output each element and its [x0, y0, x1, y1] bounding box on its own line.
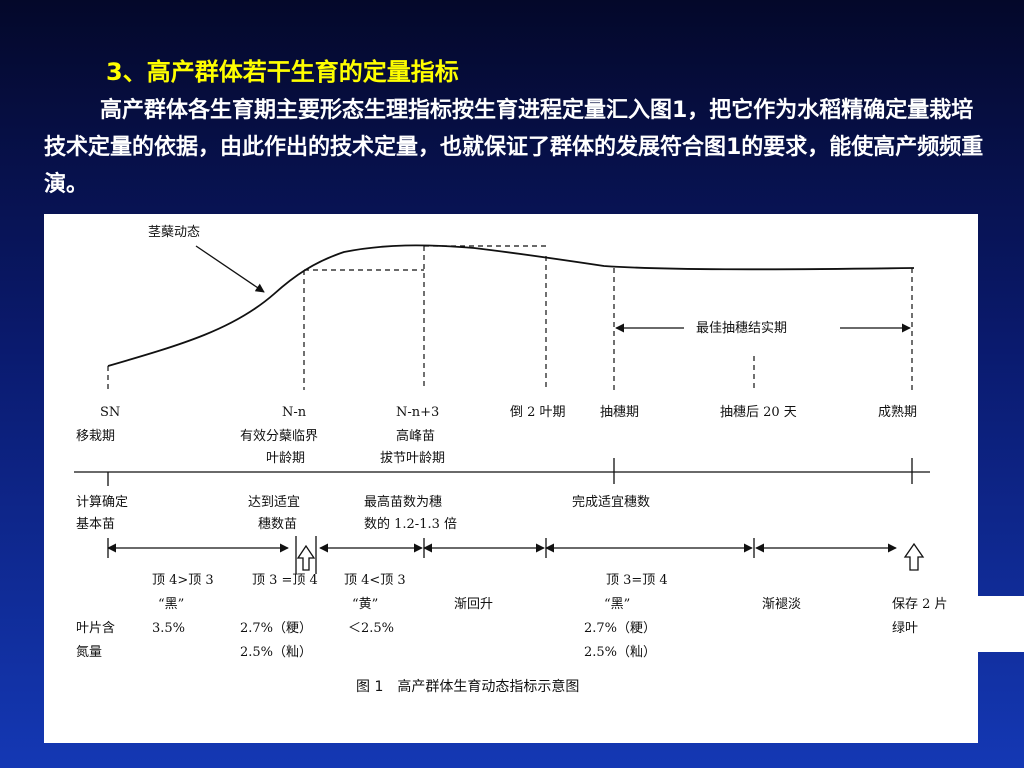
diagram-graphics — [74, 244, 930, 574]
leaf-baocun-2: 绿叶 — [892, 621, 919, 636]
hollow-up-arrow-2 — [903, 542, 925, 571]
stage-chengshu: 成熟期 — [878, 405, 918, 420]
leaf-baocun-1: 保存 2 片 — [892, 597, 948, 612]
leaf-huang: “黄” — [352, 597, 379, 612]
leaf-color-1: 顶 4>顶 3 — [152, 573, 214, 588]
nitrogen-v1: 3.5% — [152, 621, 186, 636]
target-zuigao-2: 数的 1.2-1.3 倍 — [364, 517, 458, 532]
stage-nn3: N-n+3 — [396, 405, 440, 420]
nitrogen-v2b: 2.5%（籼） — [240, 645, 313, 660]
target-wancheng: 完成适宜穗数 — [572, 495, 651, 510]
target-jisuan-2: 基本苗 — [76, 517, 116, 532]
nitrogen-v4a: 2.7%（粳） — [584, 621, 657, 636]
stage-sub-gaofeng-2: 拔节叶龄期 — [380, 451, 446, 466]
stage-sub-youxiao-2: 叶龄期 — [266, 451, 306, 466]
leaf-color-2: 顶 3 =顶 4 — [252, 573, 318, 588]
nitrogen-label-1: 叶片含 — [76, 621, 116, 636]
leaf-hei-1: “黑” — [158, 597, 185, 612]
target-zuigao-1: 最高苗数为穗 — [364, 495, 443, 510]
leaf-jiantuidan: 渐褪淡 — [762, 597, 802, 612]
nitrogen-v2a: 2.7%（粳） — [240, 621, 313, 636]
timeline-ticks — [107, 458, 913, 486]
best-period-label: 最佳抽穗结实期 — [696, 321, 788, 336]
tiller-curve — [107, 244, 915, 367]
target-jisuan-1: 计算确定 — [76, 495, 129, 510]
stage-sn: SN — [100, 405, 121, 420]
curve-pointer-line — [195, 245, 265, 293]
stage-nn: N-n — [282, 405, 307, 420]
stage-after20: 抽穗后 20 天 — [720, 405, 797, 420]
leaf-jianhuisheng: 渐回升 — [454, 597, 494, 612]
target-dadao-2: 穗数苗 — [258, 517, 298, 532]
slide-title: 3、高产群体若干生育的定量指标 — [106, 58, 459, 86]
leaf-color-4: 顶 3=顶 4 — [606, 573, 668, 588]
nitrogen-v3: ＜2.5% — [348, 621, 395, 636]
nitrogen-v4b: 2.5%（籼） — [584, 645, 657, 660]
stage-sub-youxiao-1: 有效分蘖临界 — [240, 429, 319, 444]
figure-caption: 图 1 高产群体生育动态指标示意图 — [356, 679, 580, 695]
stage-sub-gaofeng-1: 高峰苗 — [396, 429, 436, 444]
stage-dao2: 倒 2 叶期 — [510, 405, 566, 420]
panel-side-extension — [978, 596, 1024, 652]
leaf-color-3: 顶 4<顶 3 — [344, 573, 406, 588]
segment-dividers — [107, 536, 755, 574]
curve-label: 茎蘖动态 — [148, 225, 201, 240]
target-dadao-1: 达到适宜 — [248, 495, 301, 510]
stage-sub-yizai: 移栽期 — [76, 429, 116, 444]
stage-dashed-lines — [107, 245, 913, 390]
paragraph-text: 高产群体各生育期主要形态生理指标按生育进程定量汇入图1，把它作为水稻精确定量栽培… — [44, 98, 984, 197]
hollow-up-arrow-1 — [296, 544, 316, 571]
slide-paragraph: 高产群体各生育期主要形态生理指标按生育进程定量汇入图1，把它作为水稻精确定量栽培… — [44, 92, 984, 203]
nitrogen-label-2: 氮量 — [76, 645, 103, 660]
diagram-panel: 茎蘖动态 最佳抽穗结实期 SN N-n N-n+3 倒 2 叶期 抽穗期 抽穗后… — [44, 214, 978, 743]
stage-choushui: 抽穗期 — [600, 405, 640, 420]
leaf-hei-2: “黑” — [604, 597, 631, 612]
